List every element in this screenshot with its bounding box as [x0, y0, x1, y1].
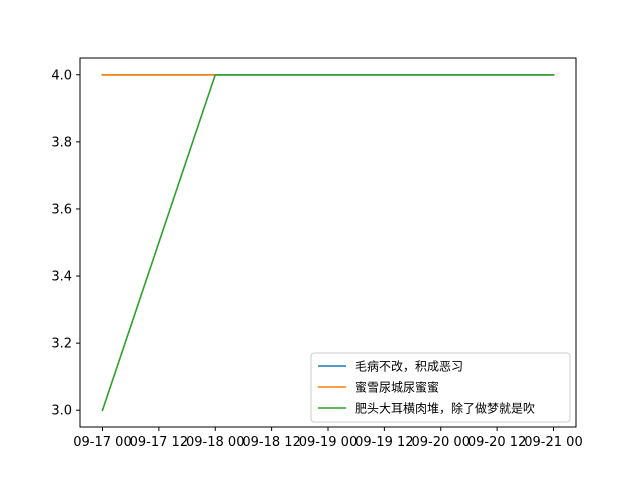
x-tick-label: 09-17 00: [73, 435, 131, 450]
y-tick-label: 3.2: [51, 337, 72, 352]
series-line-3: [101, 73, 555, 412]
legend-label-2: 蜜雪尿城尿蜜蜜: [355, 380, 439, 395]
y-tick-label: 3.8: [51, 135, 72, 150]
x-tick-label: 09-19 12: [355, 435, 413, 450]
x-tick-label: 09-17 12: [130, 435, 188, 450]
x-tick-label: 09-20 00: [412, 435, 470, 450]
x-tick-label: 09-20 12: [468, 435, 526, 450]
x-tick-label: 09-21 00: [524, 435, 582, 450]
x-tick-label: 09-18 00: [186, 435, 244, 450]
x-tick-label: 09-19 00: [299, 435, 357, 450]
legend-label-3: 肥头大耳横肉堆，除了做梦就是吹: [355, 401, 535, 416]
x-tick-label: 09-18 12: [242, 435, 300, 450]
legend-label-1: 毛病不改，积成恶习: [355, 359, 463, 374]
y-tick-label: 3.0: [51, 404, 72, 419]
y-tick-label: 3.4: [51, 270, 72, 285]
y-tick-label: 4.0: [51, 68, 72, 83]
legend-box: [310, 352, 571, 423]
y-tick-label: 3.6: [51, 202, 72, 217]
